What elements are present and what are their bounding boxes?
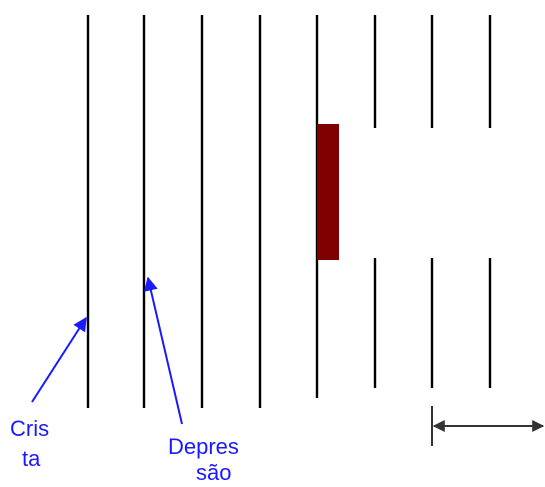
depressao-label-line1: Depres [168, 434, 239, 459]
depressao-label-line2: são [196, 460, 231, 485]
incident-wavefronts [86, 15, 319, 408]
wavelength-dimension [431, 406, 545, 446]
depressao-pointer-arrow [144, 276, 183, 425]
crista-label-line2: ta [22, 446, 41, 471]
transmitted-wavefronts [373, 15, 492, 388]
crista-pointer-arrow [31, 316, 87, 403]
crista-label-line1: Cris [10, 416, 49, 441]
barrier-block [317, 124, 339, 260]
